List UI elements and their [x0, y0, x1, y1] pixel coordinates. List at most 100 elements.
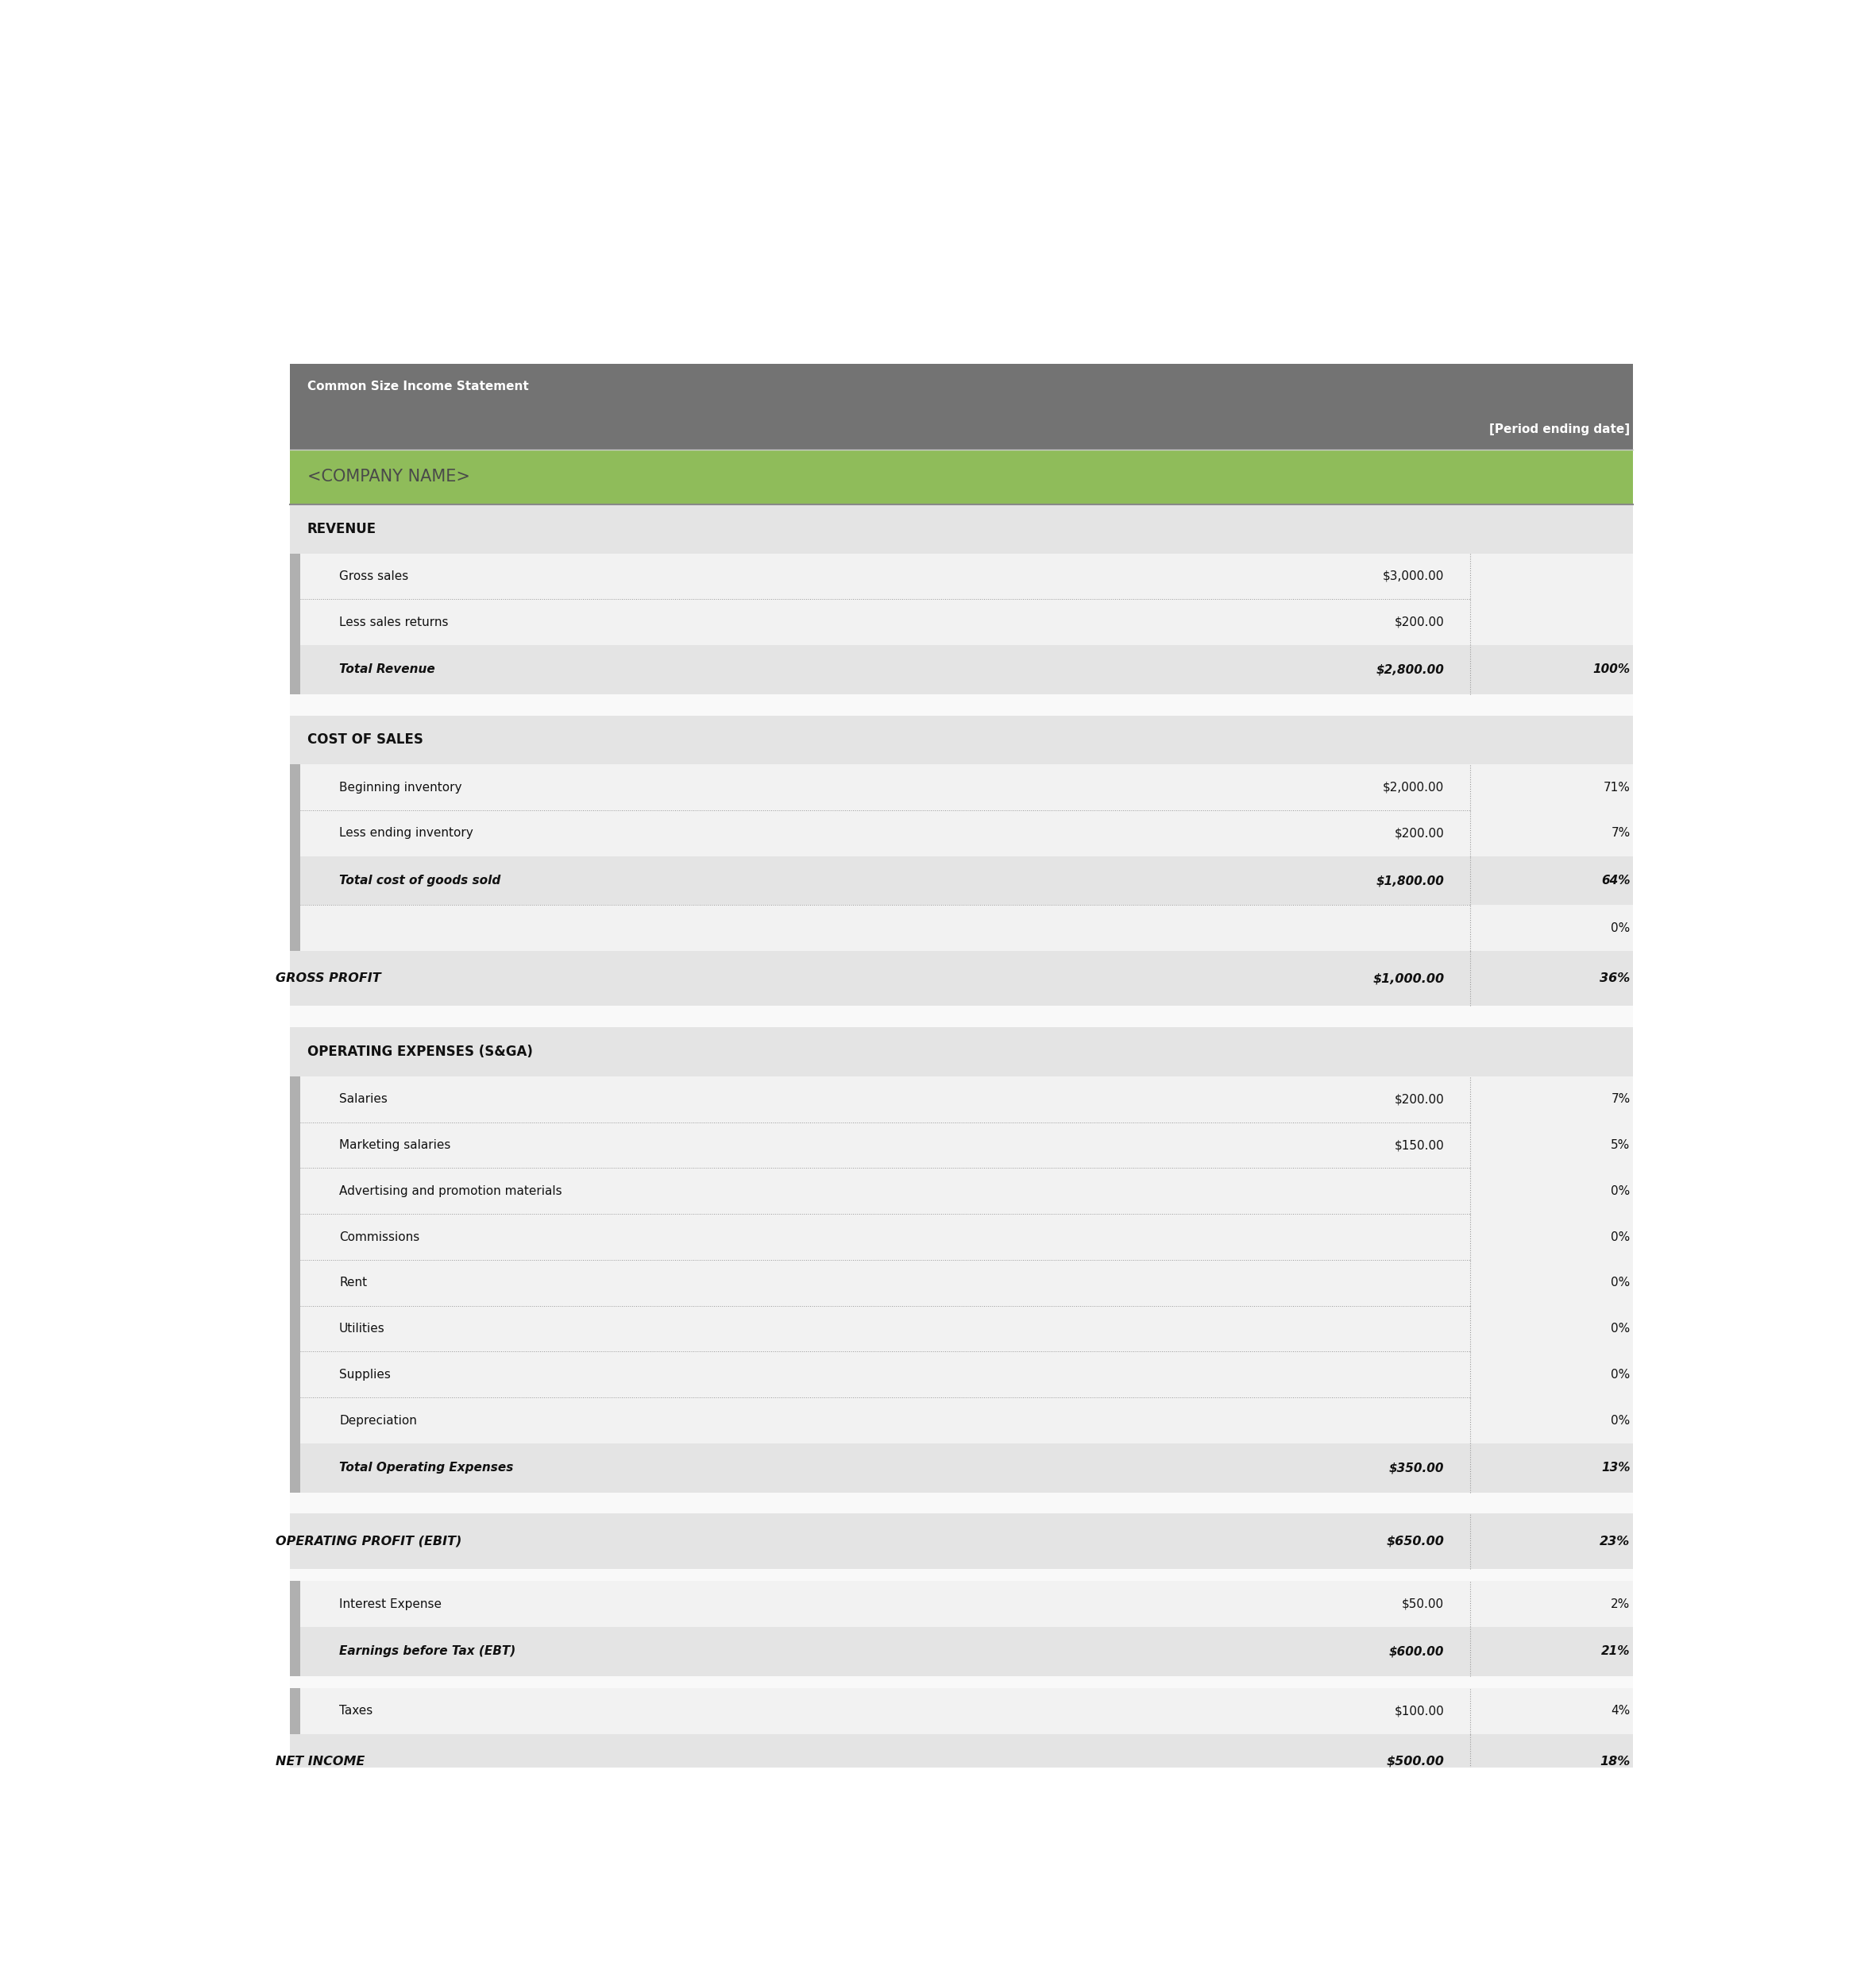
Bar: [289, 645, 300, 693]
Text: NET INCOME: NET INCOME: [276, 1756, 364, 1768]
Bar: [289, 693, 1634, 715]
Text: $350.00: $350.00: [1388, 1462, 1445, 1474]
Text: $500.00: $500.00: [1386, 1756, 1445, 1768]
Bar: [289, 1627, 1634, 1676]
Bar: [289, 600, 300, 645]
Bar: [289, 1352, 1634, 1398]
Text: $1,800.00: $1,800.00: [1375, 874, 1445, 886]
Text: 0%: 0%: [1611, 1368, 1630, 1380]
Text: 0%: 0%: [1611, 1186, 1630, 1198]
Text: $2,000.00: $2,000.00: [1383, 780, 1445, 792]
Text: Marketing salaries: Marketing salaries: [340, 1140, 450, 1152]
Text: GROSS PROFIT: GROSS PROFIT: [276, 973, 381, 985]
Bar: [289, 951, 1634, 1007]
Bar: [289, 1581, 300, 1627]
Text: Total Revenue: Total Revenue: [340, 663, 435, 675]
Text: 13%: 13%: [1602, 1462, 1630, 1474]
Text: 0%: 0%: [1611, 1277, 1630, 1289]
Bar: [289, 1581, 1634, 1627]
Bar: [289, 856, 300, 906]
Bar: [289, 1398, 300, 1444]
Bar: [289, 856, 1634, 906]
Text: Taxes: Taxes: [340, 1706, 373, 1718]
Text: Beginning inventory: Beginning inventory: [340, 780, 461, 792]
Bar: [289, 504, 1634, 554]
Text: 5%: 5%: [1611, 1140, 1630, 1152]
Text: REVENUE: REVENUE: [308, 522, 377, 536]
Text: $600.00: $600.00: [1388, 1644, 1445, 1656]
Text: Less sales returns: Less sales returns: [340, 616, 448, 628]
Text: 64%: 64%: [1602, 874, 1630, 886]
Bar: [289, 1168, 1634, 1213]
Text: [Period ending date]: [Period ending date]: [1490, 423, 1630, 435]
Text: Commissions: Commissions: [340, 1231, 420, 1243]
Bar: [289, 1305, 1634, 1352]
Text: Earnings before Tax (EBT): Earnings before Tax (EBT): [340, 1644, 516, 1656]
Text: 23%: 23%: [1600, 1535, 1630, 1547]
Bar: [289, 1213, 1634, 1259]
Bar: [289, 1444, 1634, 1491]
Text: $50.00: $50.00: [1401, 1599, 1445, 1611]
Bar: [289, 363, 1634, 409]
Bar: [289, 1627, 300, 1676]
Bar: [289, 810, 1634, 856]
Text: $3,000.00: $3,000.00: [1383, 570, 1445, 582]
Text: 71%: 71%: [1604, 780, 1630, 792]
Bar: [289, 1569, 1634, 1581]
Text: Total Operating Expenses: Total Operating Expenses: [340, 1462, 514, 1474]
Text: Salaries: Salaries: [340, 1094, 388, 1106]
Text: Interest Expense: Interest Expense: [340, 1599, 441, 1611]
Text: OPERATING PROFIT (EBIT): OPERATING PROFIT (EBIT): [276, 1535, 461, 1547]
Text: Total cost of goods sold: Total cost of goods sold: [340, 874, 501, 886]
Text: 7%: 7%: [1611, 1094, 1630, 1106]
Text: $200.00: $200.00: [1394, 828, 1445, 840]
Text: $1,000.00: $1,000.00: [1373, 973, 1445, 985]
Text: 0%: 0%: [1611, 922, 1630, 933]
Text: 2%: 2%: [1611, 1599, 1630, 1611]
Bar: [289, 715, 1634, 765]
Bar: [289, 1259, 300, 1305]
Bar: [289, 1122, 1634, 1168]
Bar: [289, 554, 1634, 600]
Text: Advertising and promotion materials: Advertising and promotion materials: [340, 1186, 563, 1198]
Bar: [289, 1168, 300, 1213]
Text: Depreciation: Depreciation: [340, 1414, 416, 1426]
Bar: [289, 1076, 1634, 1122]
Text: $200.00: $200.00: [1394, 1094, 1445, 1106]
Bar: [289, 1398, 1634, 1444]
Text: COST OF SALES: COST OF SALES: [308, 733, 424, 747]
Text: $200.00: $200.00: [1394, 616, 1445, 628]
Text: 18%: 18%: [1600, 1756, 1630, 1768]
Bar: [289, 449, 1634, 504]
Text: 21%: 21%: [1602, 1644, 1630, 1656]
Text: $650.00: $650.00: [1386, 1535, 1445, 1547]
Bar: [289, 1305, 300, 1352]
Bar: [289, 409, 1634, 449]
Bar: [289, 1688, 1634, 1734]
Bar: [289, 645, 1634, 693]
Text: $2,800.00: $2,800.00: [1375, 663, 1445, 675]
Bar: [289, 1734, 1634, 1789]
Text: $150.00: $150.00: [1394, 1140, 1445, 1152]
Bar: [289, 1352, 300, 1398]
Bar: [289, 1444, 300, 1491]
Bar: [289, 1676, 1634, 1688]
Text: OPERATING EXPENSES (S&GA): OPERATING EXPENSES (S&GA): [308, 1045, 533, 1059]
Bar: [289, 1259, 1634, 1305]
Text: Utilities: Utilities: [340, 1323, 385, 1335]
Bar: [289, 1007, 1634, 1027]
Bar: [289, 810, 300, 856]
Bar: [289, 1688, 300, 1734]
Text: 7%: 7%: [1611, 828, 1630, 840]
Text: Gross sales: Gross sales: [340, 570, 409, 582]
Text: 0%: 0%: [1611, 1414, 1630, 1426]
Bar: [289, 1213, 300, 1259]
Text: Less ending inventory: Less ending inventory: [340, 828, 473, 840]
Text: 36%: 36%: [1600, 973, 1630, 985]
Text: 0%: 0%: [1611, 1231, 1630, 1243]
Text: <COMPANY NAME>: <COMPANY NAME>: [308, 469, 469, 485]
Bar: [289, 765, 1634, 810]
Text: $100.00: $100.00: [1394, 1706, 1445, 1718]
Bar: [289, 906, 1634, 951]
Text: Rent: Rent: [340, 1277, 368, 1289]
